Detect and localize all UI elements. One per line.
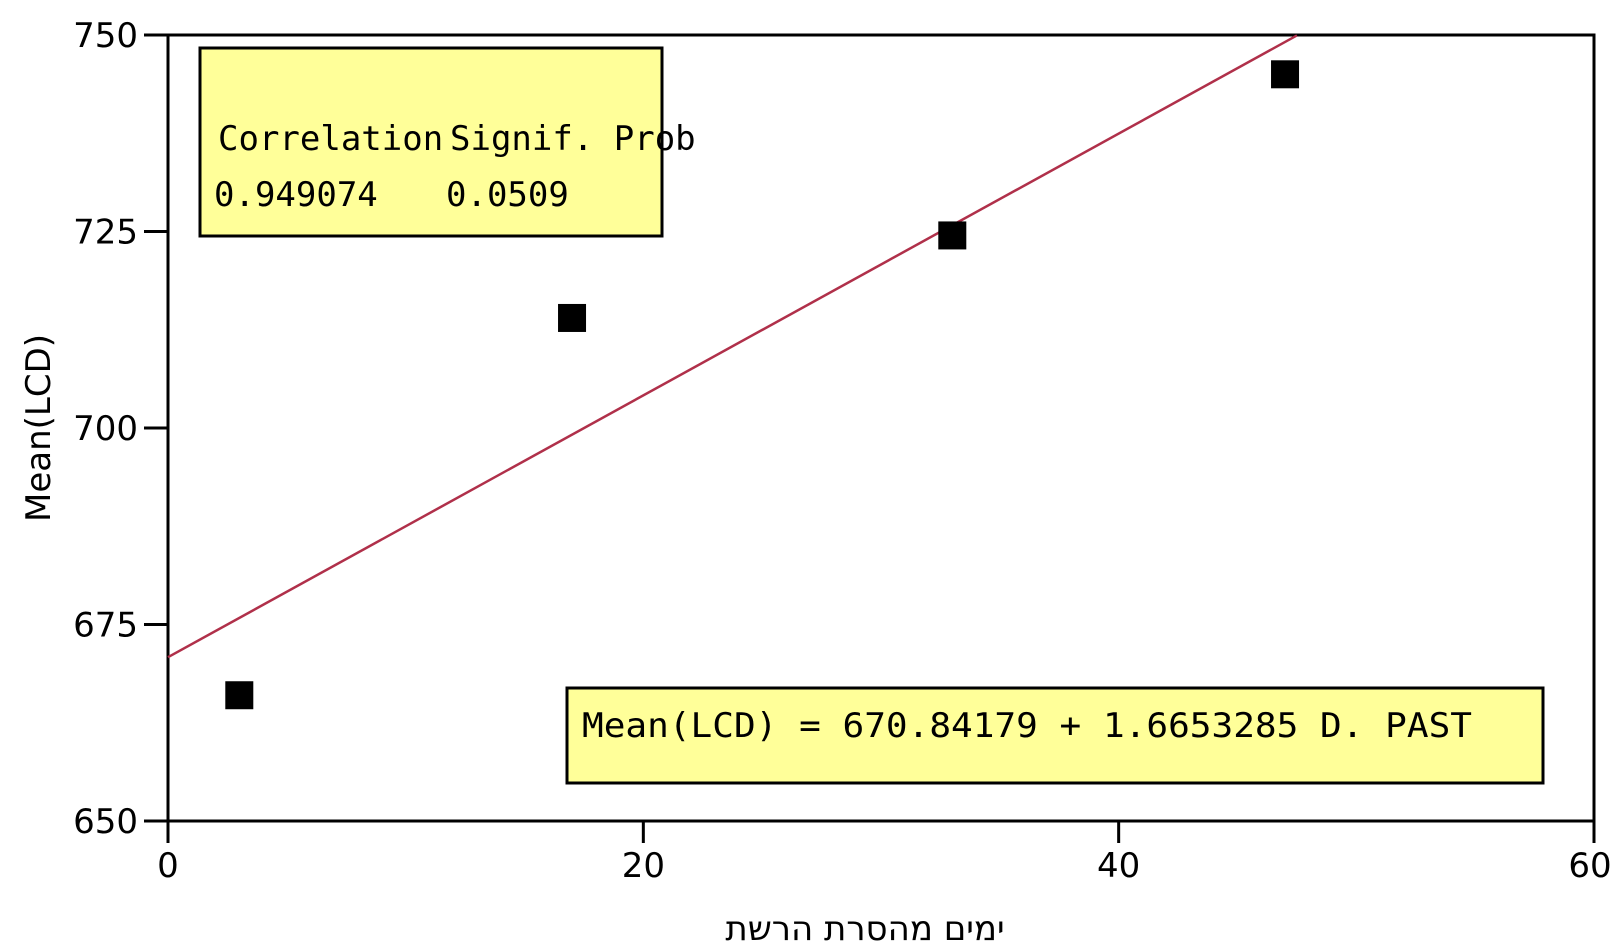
y-tick-label: 650 — [73, 802, 138, 842]
x-tick-label: 20 — [622, 846, 665, 886]
y-axis-title: Mean(LCD) — [19, 334, 59, 522]
x-tick-label: 40 — [1097, 846, 1140, 886]
equation-box: Mean(LCD) = 670.84179 + 1.6653285 D. PAS… — [565, 686, 1545, 785]
regression-equation: Mean(LCD) = 670.84179 + 1.6653285 D. PAS… — [582, 706, 1472, 746]
y-tick-label: 725 — [73, 213, 138, 253]
x-axis-title: ימים מהסרת הרשת — [725, 909, 1004, 949]
x-tick-label: 60 — [1568, 846, 1611, 886]
data-point — [1271, 60, 1300, 89]
signif-prob-label: Signif. Prob — [450, 119, 696, 159]
y-tick-label: 700 — [73, 409, 138, 449]
stats-box-background — [198, 46, 664, 238]
equation-box-background — [565, 686, 1545, 785]
data-point — [558, 303, 587, 332]
x-tick-label: 0 — [157, 846, 179, 886]
signif-prob-value: 0.0509 — [446, 175, 569, 215]
regression-fit-line — [167, 34, 1298, 659]
correlation-label: Correlation — [218, 119, 443, 159]
stats-box: Correlation Signif. Prob 0.949074 0.0509 — [198, 46, 696, 238]
correlation-value: 0.949074 — [214, 175, 378, 215]
data-point — [225, 681, 254, 710]
y-tick-label: 675 — [73, 606, 138, 646]
y-tick-label: 750 — [73, 16, 138, 56]
data-points — [225, 60, 1300, 710]
y-axis-ticks: 650 675 700 725 750 — [73, 16, 168, 842]
x-axis-ticks: 0 20 40 60 — [157, 821, 1612, 886]
data-point — [938, 221, 967, 250]
